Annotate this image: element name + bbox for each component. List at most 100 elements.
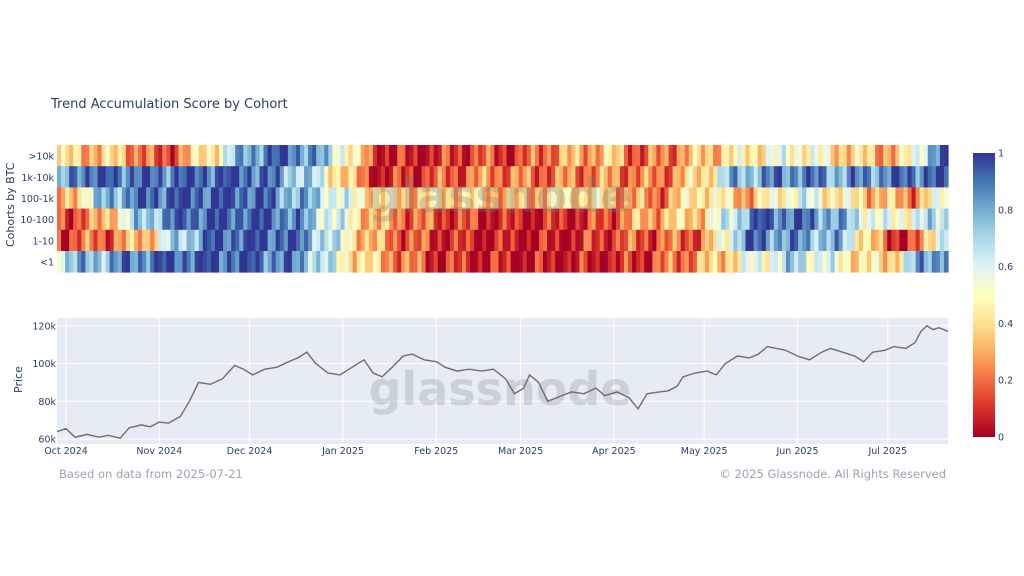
heatmap-cell: [834, 208, 840, 231]
heatmap-cell: [875, 187, 880, 209]
heatmap-cell: [919, 208, 925, 231]
heatmap-cell: [336, 187, 342, 209]
heatmap-cell: [810, 145, 815, 167]
heatmap-cell: [312, 187, 317, 209]
heatmap-cell: [421, 251, 427, 273]
heatmap-cell: [506, 208, 512, 231]
heatmap-cell: [397, 145, 402, 167]
heatmap-cell: [559, 187, 564, 209]
heatmap-cell: [757, 187, 763, 209]
heatmap-cell: [709, 208, 714, 231]
heatmap-cell: [494, 166, 500, 188]
heatmap-cell: [684, 166, 690, 188]
heatmap-cell: [198, 187, 204, 209]
heatmap-cell: [413, 229, 419, 252]
heatmap-cell: [518, 187, 524, 209]
heatmap-cell: [125, 229, 131, 252]
heatmap-cell: [214, 145, 220, 167]
heatmap-cell: [466, 166, 471, 188]
heatmap-cell: [300, 251, 305, 273]
heatmap-cell: [445, 145, 451, 167]
heatmap-cell: [162, 208, 167, 231]
heatmap-cell: [368, 208, 374, 231]
heatmap-cell: [433, 229, 439, 252]
heatmap-cell: [692, 166, 698, 188]
heatmap-cell: [664, 208, 670, 231]
heatmap-cell: [356, 229, 362, 252]
heatmap-cell: [150, 145, 155, 167]
heatmap-cell: [275, 208, 281, 231]
heatmap-cell: [429, 229, 435, 252]
heatmap-cell: [931, 208, 937, 231]
heatmap-cell: [275, 166, 281, 188]
heatmap-cell: [603, 166, 609, 188]
heatmap-cell: [466, 145, 471, 167]
heatmap-cell: [105, 208, 111, 231]
heatmap-cell: [401, 251, 406, 273]
heatmap-cell: [543, 145, 548, 167]
heatmap-cell: [381, 166, 386, 188]
heatmap-cell: [360, 187, 366, 209]
heatmap-cell: [433, 145, 439, 167]
heatmap-cell: [688, 145, 694, 167]
heatmap-cell: [786, 208, 791, 231]
heatmap-cell: [275, 251, 281, 273]
heatmap-cell: [304, 187, 309, 209]
heatmap-cell: [178, 187, 184, 209]
heatmap-cell: [287, 208, 293, 231]
colorbar: [973, 153, 995, 437]
heatmap-cell: [255, 145, 261, 167]
heatmap-cell: [73, 229, 78, 252]
heatmap-cell: [538, 145, 544, 167]
heatmap-cell: [806, 187, 811, 209]
heatmap-cell: [478, 229, 483, 252]
heatmap-cell: [660, 187, 666, 209]
heatmap-cell: [344, 208, 350, 231]
heatmap-cell: [69, 251, 74, 273]
heatmap-cell: [466, 229, 471, 252]
heatmap-cell: [194, 208, 200, 231]
heatmap-cell: [393, 166, 398, 188]
heatmap-cell: [636, 251, 641, 273]
heatmap-cell: [871, 251, 876, 273]
heatmap-cell: [178, 229, 184, 252]
heatmap-cell: [806, 145, 811, 167]
heatmap-cell: [352, 208, 358, 231]
heatmap-cell: [943, 166, 949, 188]
heatmap-cell: [696, 187, 702, 209]
heatmap-cell: [798, 166, 803, 188]
heatmap-cell: [93, 187, 99, 209]
heatmap-cell: [628, 251, 633, 273]
heatmap-cell: [733, 187, 738, 209]
heatmap-cell: [510, 251, 516, 273]
heatmap-cell: [684, 251, 690, 273]
heatmap-cell: [146, 166, 151, 188]
heatmap-cell: [372, 145, 378, 167]
heatmap-cell: [883, 145, 888, 167]
heatmap-cell: [700, 251, 706, 273]
heatmap-cell: [198, 251, 204, 273]
heatmap-cell: [206, 145, 212, 167]
heatmap-cell: [814, 208, 819, 231]
heatmap-cell: [514, 229, 520, 252]
heatmap-cell: [385, 145, 390, 167]
heatmap-cell: [705, 229, 710, 252]
heatmap-cell: [810, 251, 815, 273]
heatmap-cell: [907, 187, 913, 209]
heatmap-cell: [57, 187, 62, 209]
heatmap-cell: [121, 187, 127, 209]
heatmap-cell: [328, 187, 333, 209]
heatmap-cell: [170, 208, 176, 231]
heatmap-cell: [445, 229, 451, 252]
heatmap-cell: [300, 145, 305, 167]
heatmap-cell: [340, 208, 346, 231]
heatmap-cell: [709, 145, 714, 167]
heatmap-cell: [271, 166, 277, 188]
heatmap-cell: [802, 208, 807, 231]
heatmap-cell: [502, 251, 508, 273]
heatmap-cell: [275, 145, 281, 167]
heatmap-cell: [462, 208, 467, 231]
heatmap-cell: [405, 251, 410, 273]
heatmap-cell: [555, 145, 560, 167]
